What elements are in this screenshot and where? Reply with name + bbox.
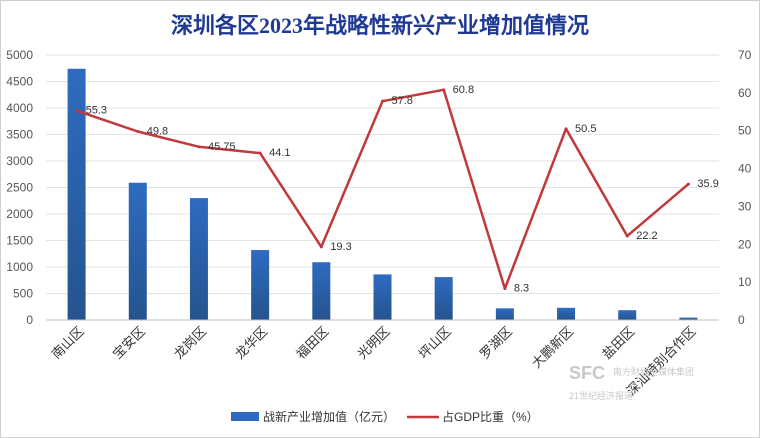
bar [495,308,514,320]
line-point [442,88,446,92]
x-axis-category-label: 宝安区 [110,324,148,362]
bar [434,277,453,320]
bar [251,250,270,320]
bar [312,262,331,320]
line-series-path [76,88,690,290]
watermark-line1: 南方财经全媒体集团 [613,366,694,377]
x-axis-category-label: 南山区 [49,324,87,362]
line-point [686,182,690,186]
line-point [258,151,262,155]
line-data-label: 22.2 [636,230,657,242]
line-data-label: 44.1 [269,147,290,159]
chart-title: 深圳各区2023年战略性新兴产业增加值情况 [171,13,589,38]
y2-axis-tick-label: 40 [738,162,752,176]
y-axis-tick-label: 3500 [6,128,33,142]
x-axis-category-label: 福田区 [293,324,331,362]
y-axis-tick-label: 2500 [6,181,33,195]
y-axis-tick-label: 0 [26,313,33,327]
bar [67,68,86,320]
y2-axis-tick-label: 10 [738,275,752,289]
x-axis-category-label: 坪山区 [416,324,454,362]
line-data-label: 19.3 [330,241,351,253]
watermark-mark: SFC [569,363,605,383]
line-data-label: 57.8 [392,95,413,107]
watermark-line2: 21世纪经济报道 [569,390,633,401]
y-axis-tick-label: 4000 [6,101,33,115]
watermark-logo: SFC 南方财经全媒体集团 21世纪经济报道 [569,363,694,401]
bar-series [67,68,698,320]
line-data-label: 50.5 [575,123,596,135]
axes: 0500100015002000250030003500400045005000… [6,48,751,398]
y-axis-tick-label: 1500 [6,234,33,248]
legend-bar-swatch [231,412,259,421]
bar [618,310,637,320]
line-data-label: 35.9 [697,178,718,190]
x-axis-category-label: 罗湖区 [477,324,515,362]
y-axis-tick-label: 3000 [6,154,33,168]
line-data-label: 55.3 [86,105,107,117]
bar [557,307,576,320]
legend-bar-label: 战新产业增加值（亿元） [263,409,395,424]
legend: 战新产业增加值（亿元） 占GDP比重（%） [231,409,539,424]
x-axis-category-label: 龙华区 [232,324,270,362]
line-point [75,109,79,113]
x-axis-category-label: 盐田区 [599,324,637,362]
y2-axis-tick-label: 60 [738,86,752,100]
bar [679,317,698,320]
y-axis-tick-label: 2000 [6,207,33,221]
line-data-label: 45.75 [208,141,236,153]
y-axis-tick-label: 5000 [6,48,33,62]
x-axis-category-label: 龙岗区 [171,324,209,362]
line-point [319,245,323,249]
line-data-label: 60.8 [453,84,474,96]
y2-axis-tick-label: 30 [738,199,752,213]
data-labels: 55.3 49.8 45.75 44.1 19.3 57.8 60.8 8.3 50.5 22.2… [86,84,719,295]
y-axis-tick-label: 4500 [6,75,33,89]
line-data-label: 8.3 [514,283,529,295]
y2-axis-tick-label: 50 [738,124,752,138]
y-axis-tick-label: 500 [13,287,33,301]
line-point [381,99,384,103]
y-axis-tick-label: 1000 [6,260,33,274]
line-series [75,88,690,291]
line-point [564,127,568,131]
bar [128,182,147,320]
line-point [197,145,201,149]
legend-line-label: 占GDP比重（%） [442,409,539,424]
y2-axis-tick-label: 0 [738,313,745,327]
x-axis-category-label: 光明区 [354,324,392,362]
line-data-label: 49.8 [147,125,168,137]
bar [189,198,208,320]
line-point [625,234,629,238]
line-point [503,287,507,291]
y2-axis-tick-label: 70 [738,48,752,62]
line-point [136,129,140,133]
bar [373,274,392,320]
grid-lines [46,54,719,294]
y2-axis-tick-label: 20 [738,237,752,251]
